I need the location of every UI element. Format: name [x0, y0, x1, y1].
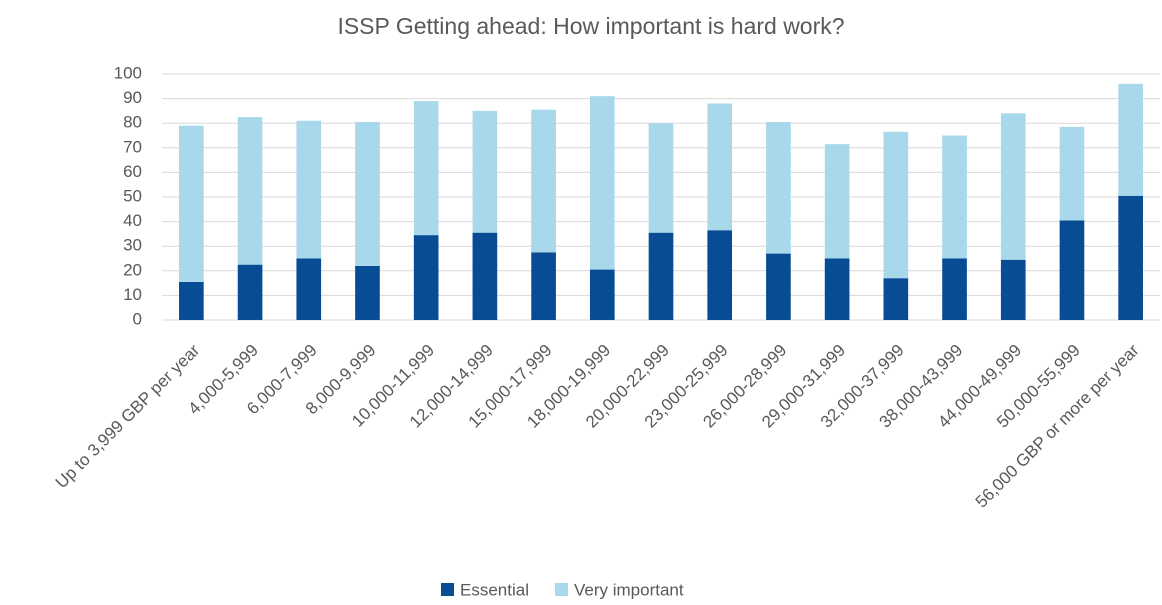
bar-segment: [883, 278, 909, 320]
bar-segment: [707, 103, 733, 231]
bar-segment: [296, 258, 322, 320]
bar-segment: [589, 96, 615, 270]
legend-swatch: [554, 583, 568, 596]
bar-segment: [766, 253, 791, 320]
bar-segment: [1000, 259, 1026, 320]
bar-segment: [413, 101, 439, 236]
bar-segment: [355, 121, 380, 266]
bar-segment: [237, 264, 263, 320]
y-tick-label: 80: [123, 113, 142, 132]
legend-label: Very important: [574, 580, 684, 599]
bar-segment: [1118, 83, 1143, 196]
bar-segment: [824, 144, 850, 259]
bar-segment: [648, 123, 674, 233]
y-tick-label: 40: [123, 211, 142, 230]
bar-segment: [179, 125, 204, 282]
y-tick-label: 0: [133, 309, 142, 328]
bar-segment: [707, 230, 733, 320]
legend-label: Essential: [460, 580, 529, 599]
chart-title: ISSP Getting ahead: How important is har…: [337, 13, 844, 39]
legend-swatch: [441, 583, 454, 596]
bar-segment: [824, 258, 850, 320]
bar-segment: [883, 131, 909, 279]
bar-segment: [531, 109, 556, 253]
bar-segment: [942, 135, 967, 259]
bar-segment: [1118, 195, 1143, 320]
y-tick-label: 100: [114, 63, 142, 82]
y-tick-label: 10: [123, 285, 142, 304]
bar-segment: [1000, 113, 1026, 260]
bar-segment: [942, 258, 967, 320]
bar-segment: [1059, 220, 1085, 320]
bar-segment: [766, 121, 791, 254]
y-tick-label: 60: [123, 162, 142, 181]
bar-segment: [237, 117, 263, 265]
bar-segment: [531, 252, 556, 320]
bar-segment: [472, 232, 498, 320]
y-tick-label: 50: [123, 186, 142, 205]
bar-segment: [296, 120, 322, 259]
y-tick-label: 30: [123, 236, 142, 255]
bar-segment: [589, 269, 615, 320]
bar-segment: [355, 265, 380, 320]
bar-segment: [179, 281, 204, 320]
bar-segment: [1059, 126, 1085, 221]
x-tick-label: Up to 3,999 GBP per year: [52, 340, 204, 492]
bar-segment: [413, 235, 439, 320]
bar-segment: [648, 232, 674, 320]
bar-segment: [472, 110, 498, 233]
y-tick-label: 20: [123, 260, 142, 279]
y-tick-label: 90: [123, 88, 142, 107]
y-tick-label: 70: [123, 137, 142, 156]
